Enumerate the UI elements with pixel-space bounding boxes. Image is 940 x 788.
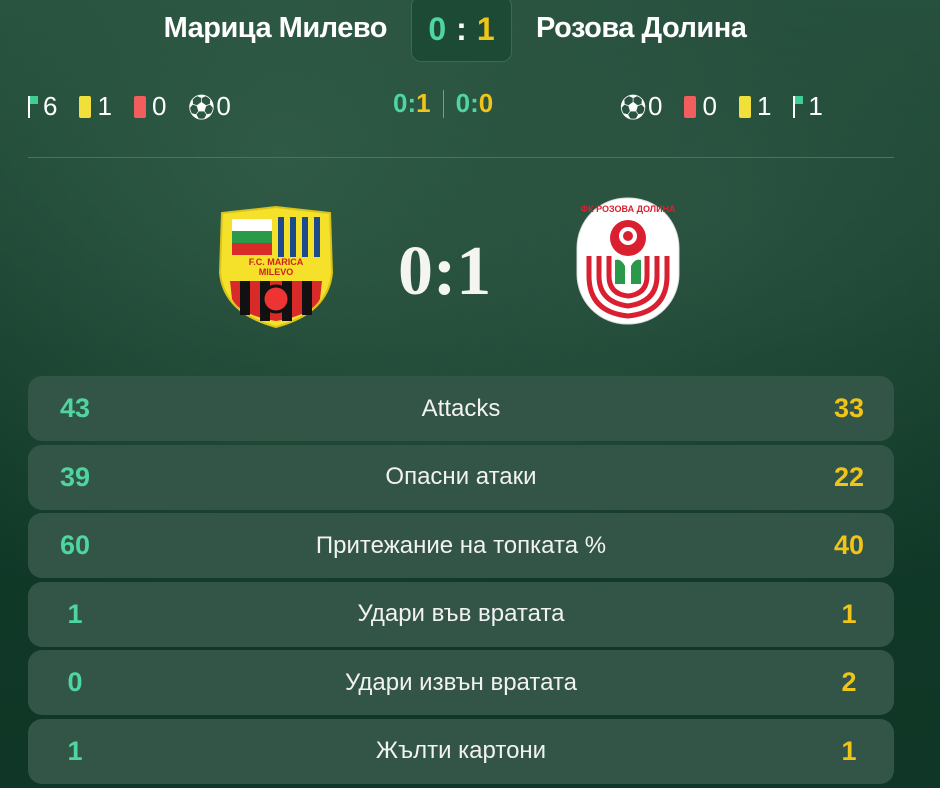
yellow-card-icon (738, 95, 751, 118)
away-score: 1 (476, 10, 495, 47)
svg-text:F.C. MARICA: F.C. MARICA (249, 257, 304, 267)
stat-home-value: 0 (67, 667, 83, 697)
soccer-ball-icon: ⚽︎ (620, 93, 647, 123)
svg-text:ФК РОЗОВА ДОЛИНА: ФК РОЗОВА ДОЛИНА (580, 204, 676, 214)
stat-away-value: 1 (841, 735, 857, 766)
soccer-ball-icon: ⚽︎ (188, 93, 215, 123)
home-corners: 6 (43, 91, 58, 121)
away-corners: 1 (808, 91, 823, 121)
home-team-name[interactable]: Марица Милево (163, 12, 388, 44)
red-card-icon (133, 95, 146, 118)
away-team-logo: ФК РОЗОВА ДОЛИНА (576, 197, 680, 325)
stat-home-value: 1 (67, 735, 83, 766)
away-stats: ⚽︎ 0 0 1 1 (620, 88, 823, 125)
stat-row: 1 Жълти картони 1 (28, 718, 894, 784)
divider (28, 157, 894, 158)
corner-flag-icon (793, 95, 805, 118)
stat-away-value: 1 (841, 598, 857, 629)
stat-label: Attacks (421, 394, 501, 422)
score-box: 0 : 1 (411, 0, 512, 62)
stat-label: Притежание на топката % (315, 531, 607, 559)
half-divider (442, 89, 444, 118)
away-red: 0 (702, 91, 717, 121)
stat-home-value: 39 (59, 461, 91, 492)
stat-label: Жълти картони (375, 737, 547, 764)
red-card-icon (684, 95, 697, 118)
first-half-sep: : (407, 88, 417, 118)
away-penalties: 0 (648, 91, 663, 121)
second-half-home: 0 (455, 88, 471, 118)
stat-row: 60 Притежание на топката % 40 (28, 513, 894, 578)
stat-away-value: 2 (841, 667, 857, 697)
first-half-home: 0 (393, 88, 408, 118)
half-scores: 0:1 0:0 (393, 88, 493, 119)
home-yellow: 1 (97, 91, 112, 121)
home-stats: 6 1 0 ⚽︎ 0 (28, 88, 253, 125)
svg-text:MILEVO: MILEVO (259, 267, 294, 277)
away-team-name[interactable]: Розова Долина (536, 12, 747, 44)
stat-row: 1 Удари във вратата 1 (28, 581, 894, 647)
home-penalties: 0 (216, 91, 231, 121)
big-score: 0:1 (398, 233, 492, 310)
stat-label: Опасни атаки (385, 463, 537, 490)
stat-row: 43 Attacks 33 (28, 376, 894, 441)
stat-home-value: 60 (59, 530, 91, 560)
stat-row: 39 Опасни атаки 22 (28, 444, 894, 510)
stat-away-value: 40 (833, 530, 865, 560)
yellow-card-icon (79, 95, 92, 118)
second-half-sep: : (470, 88, 479, 118)
score-separator: : (456, 10, 467, 47)
stat-away-value: 22 (833, 461, 865, 492)
match-header: Марица Милево 0 : 1 Розова Долина (0, 0, 940, 62)
stat-away-value: 33 (833, 393, 865, 423)
stat-label: Удари извън вратата (345, 668, 577, 696)
home-team-logo: F.C. MARICA MILEVO (218, 205, 334, 329)
stat-home-value: 43 (59, 393, 91, 423)
stats-table: 43 Attacks 33 39 Опасни атаки 22 60 Притежание … (28, 376, 894, 787)
home-score: 0 (428, 10, 447, 47)
first-half-away: 1 (416, 88, 431, 118)
stat-home-value: 1 (67, 598, 83, 629)
second-half-away: 0 (478, 88, 494, 118)
away-yellow: 1 (756, 91, 772, 121)
home-red: 0 (151, 91, 167, 121)
corner-flag-icon (28, 95, 40, 118)
stat-label: Удари във вратата (357, 600, 565, 627)
stat-row: 0 Удари извън вратата 2 (28, 650, 894, 715)
